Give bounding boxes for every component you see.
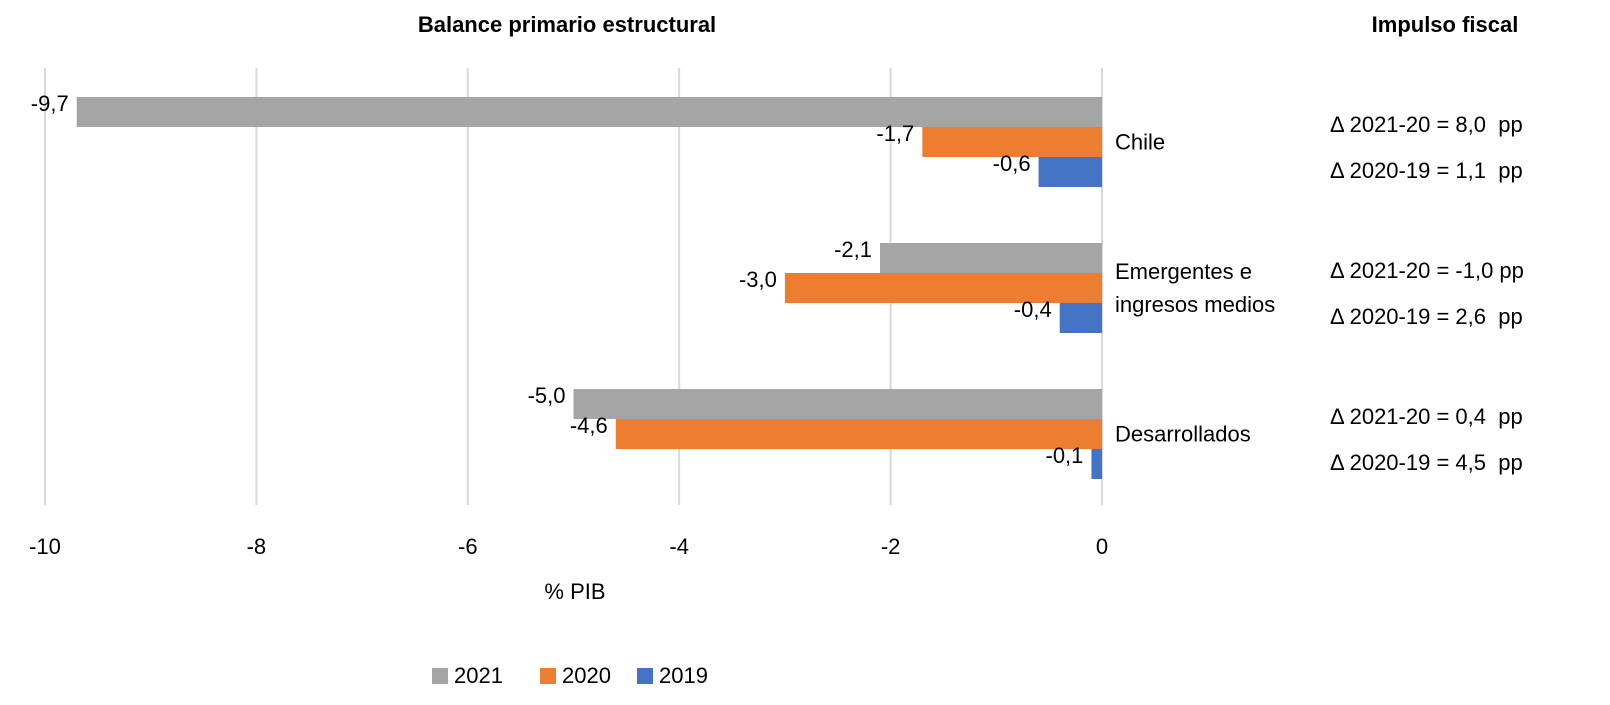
bar xyxy=(784,273,1102,303)
chart-title: Balance primario estructural xyxy=(418,12,716,37)
legend-swatch xyxy=(540,668,556,684)
value-label: -1,7 xyxy=(876,121,914,146)
bar xyxy=(76,97,1103,127)
bar xyxy=(615,419,1102,449)
legend-swatch xyxy=(637,668,653,684)
annotation: Δ 2021-20 = -1,0 pp xyxy=(1330,258,1524,283)
x-tick-label: -2 xyxy=(881,534,901,559)
annotation: Δ 2020-19 = 4,5 pp xyxy=(1330,450,1523,475)
bar xyxy=(922,127,1102,157)
legend-label: 2019 xyxy=(659,663,708,688)
annotation: Δ 2021-20 = 0,4 pp xyxy=(1330,404,1523,429)
annotation: Δ 2020-19 = 1,1 pp xyxy=(1330,158,1523,183)
value-label: -0,1 xyxy=(1046,443,1084,468)
value-label: -0,6 xyxy=(993,151,1031,176)
category-label: Desarrollados xyxy=(1115,421,1251,447)
legend-label: 2020 xyxy=(562,663,611,688)
bar xyxy=(1091,449,1102,479)
x-tick-label: -10 xyxy=(29,534,61,559)
x-tick-label: -4 xyxy=(669,534,689,559)
bar xyxy=(880,243,1102,273)
value-label: -0,4 xyxy=(1014,297,1052,322)
bar xyxy=(1038,157,1102,187)
annotations-title: Impulso fiscal xyxy=(1372,12,1519,37)
legend-label: 2021 xyxy=(454,663,503,688)
category-label: Emergentes e ingresos medios xyxy=(1115,259,1276,317)
x-axis-label: % PIB xyxy=(544,579,605,604)
x-tick-label: -8 xyxy=(247,534,267,559)
value-label: -3,0 xyxy=(739,267,777,292)
x-tick-label: 0 xyxy=(1096,534,1108,559)
bar xyxy=(1059,303,1102,333)
category-label: Chile xyxy=(1115,129,1166,155)
value-label: -4,6 xyxy=(570,413,608,438)
bar xyxy=(573,389,1102,419)
legend-swatch xyxy=(432,668,448,684)
value-label: -9,7 xyxy=(31,91,69,116)
value-label: -2,1 xyxy=(834,237,872,262)
value-label: -5,0 xyxy=(528,383,566,408)
annotation: Δ 2021-20 = 8,0 pp xyxy=(1330,112,1523,137)
x-tick-label: -6 xyxy=(458,534,478,559)
annotation: Δ 2020-19 = 2,6 pp xyxy=(1330,304,1523,329)
